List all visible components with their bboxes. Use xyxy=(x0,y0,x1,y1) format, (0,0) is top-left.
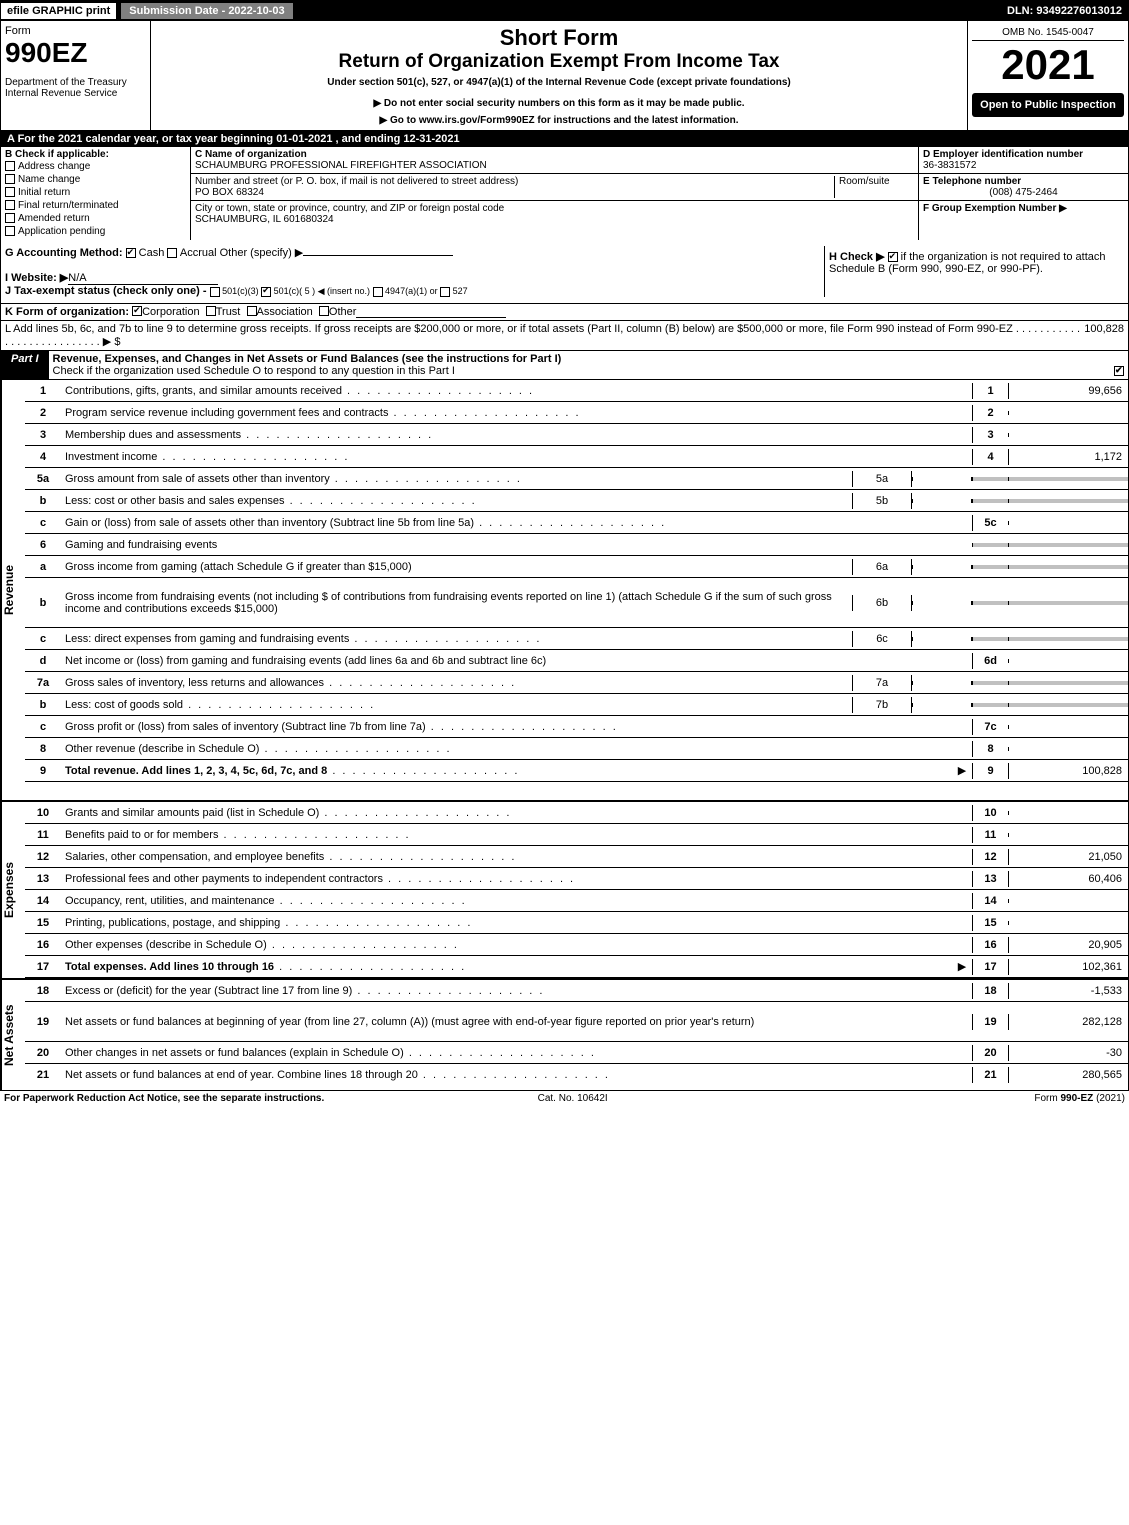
part-i-header: Part I Revenue, Expenses, and Changes in… xyxy=(1,351,1128,380)
dept-label: Department of the Treasury xyxy=(5,77,146,88)
pra-notice: For Paperwork Reduction Act Notice, see … xyxy=(4,1093,324,1104)
city-label: City or town, state or province, country… xyxy=(195,203,504,214)
k-label: K Form of organization: xyxy=(5,306,129,318)
tax-year: 2021 xyxy=(972,41,1124,89)
form-ref: Form 990-EZ (2021) xyxy=(1034,1093,1125,1104)
cb-corporation[interactable] xyxy=(132,306,142,316)
form-number: 990EZ xyxy=(5,37,146,69)
cb-initial-return[interactable] xyxy=(5,187,15,197)
ein-value: 36-3831572 xyxy=(923,160,976,171)
efile-label[interactable]: efile GRAPHIC print xyxy=(1,3,118,19)
b-label: B Check if applicable: xyxy=(5,149,109,160)
cb-trust[interactable] xyxy=(206,306,216,316)
cat-no: Cat. No. 10642I xyxy=(538,1093,608,1104)
j-label: J Tax-exempt status (check only one) - xyxy=(5,285,210,297)
cb-schedule-b[interactable] xyxy=(888,252,898,262)
omb-number: OMB No. 1545-0047 xyxy=(972,25,1124,41)
cb-pending[interactable] xyxy=(5,226,15,236)
i-label: I Website: ▶ xyxy=(5,272,68,284)
website-value: N/A xyxy=(68,272,218,285)
cb-cash[interactable] xyxy=(126,248,136,258)
footer: For Paperwork Reduction Act Notice, see … xyxy=(0,1091,1129,1106)
org-city: SCHAUMBURG, IL 601680324 xyxy=(195,214,334,225)
dln-label: DLN: 93492276013012 xyxy=(1001,3,1128,19)
cb-other-org[interactable] xyxy=(319,306,329,316)
under-section: Under section 501(c), 527, or 4947(a)(1)… xyxy=(155,77,963,88)
phone-value: (008) 475-2464 xyxy=(923,187,1124,198)
form-header: Form 990EZ Department of the Treasury In… xyxy=(1,21,1128,131)
l-value: 100,828 xyxy=(1084,323,1124,348)
netassets-tab: Net Assets xyxy=(1,980,25,1090)
short-form-title: Short Form xyxy=(155,25,963,51)
cb-name-change[interactable] xyxy=(5,174,15,184)
cb-address-change[interactable] xyxy=(5,161,15,171)
org-name: SCHAUMBURG PROFESSIONAL FIREFIGHTER ASSO… xyxy=(195,160,487,171)
submission-date: Submission Date - 2022-10-03 xyxy=(120,2,293,20)
addr-label: Number and street (or P. O. box, if mail… xyxy=(195,176,518,187)
cb-amended[interactable] xyxy=(5,213,15,223)
c-label: C Name of organization xyxy=(195,149,307,160)
section-bcdef: B Check if applicable: Address change Na… xyxy=(1,147,1128,240)
expenses-tab: Expenses xyxy=(1,802,25,978)
form-label: Form xyxy=(5,25,146,37)
section-a: A For the 2021 calendar year, or tax yea… xyxy=(1,131,1128,147)
g-label: G Accounting Method: xyxy=(5,247,123,259)
open-public-box: Open to Public Inspection xyxy=(972,93,1124,117)
cb-schedule-o[interactable] xyxy=(1114,366,1124,376)
l-text: L Add lines 5b, 6c, and 7b to line 9 to … xyxy=(5,323,1081,348)
cb-accrual[interactable] xyxy=(167,248,177,258)
d-label: D Employer identification number xyxy=(923,149,1083,160)
h-label: H Check ▶ xyxy=(829,251,888,263)
e-label: E Telephone number xyxy=(923,176,1021,187)
f-label: F Group Exemption Number ▶ xyxy=(923,203,1067,214)
goto-link[interactable]: ▶ Go to www.irs.gov/Form990EZ for instru… xyxy=(155,115,963,126)
top-bar: efile GRAPHIC print Submission Date - 20… xyxy=(1,1,1128,21)
cb-association[interactable] xyxy=(247,306,257,316)
irs-label: Internal Revenue Service xyxy=(5,88,146,99)
room-suite: Room/suite xyxy=(834,176,914,198)
org-address: PO BOX 68324 xyxy=(195,187,264,198)
revenue-tab: Revenue xyxy=(1,380,25,800)
no-ssn: ▶ Do not enter social security numbers o… xyxy=(155,98,963,109)
return-title: Return of Organization Exempt From Incom… xyxy=(155,51,963,73)
cb-final-return[interactable] xyxy=(5,200,15,210)
